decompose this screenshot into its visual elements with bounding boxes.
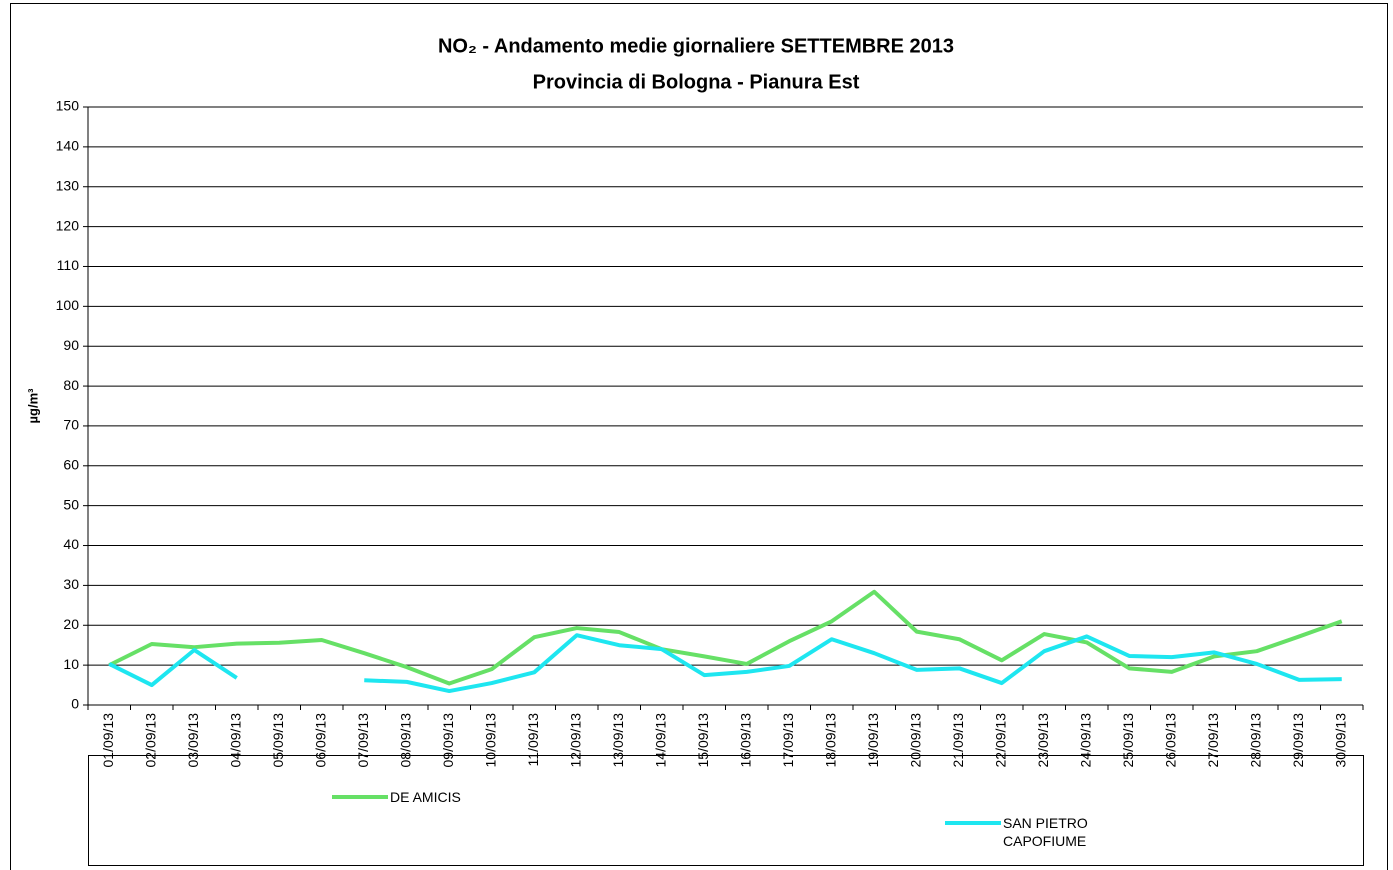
y-tick-label: 80: [63, 377, 79, 393]
x-tick-label: 17/09/13: [780, 713, 796, 768]
x-tick-label: 03/09/13: [185, 713, 201, 768]
y-tick-label: 20: [63, 616, 79, 632]
x-tick-label: 08/09/13: [397, 713, 413, 768]
x-tick-label: 29/09/13: [1290, 713, 1306, 768]
x-tick-label: 07/09/13: [355, 713, 371, 768]
x-tick-label: 28/09/13: [1247, 713, 1263, 768]
x-tick-label: 12/09/13: [567, 713, 583, 768]
y-tick-label: 70: [63, 417, 79, 433]
x-tick-label: 15/09/13: [695, 713, 711, 768]
x-tick-label: 11/09/13: [525, 713, 541, 767]
x-tick-label: 05/09/13: [270, 713, 286, 768]
x-tick-label: 10/09/13: [482, 713, 498, 768]
y-tick-label: 90: [63, 337, 79, 353]
x-tick-label: 20/09/13: [907, 713, 923, 768]
x-tick-label: 01/09/13: [100, 713, 116, 768]
y-tick-label: 10: [63, 656, 79, 672]
legend-box: [88, 755, 1364, 866]
legend-label: SAN PIETRO CAPOFIUME: [1003, 815, 1088, 849]
x-tick-label: 16/09/13: [737, 713, 753, 768]
y-tick-label: 40: [63, 536, 79, 552]
series-line: [108, 589, 1343, 686]
y-tick-label: 120: [56, 217, 80, 233]
y-tick-label: 50: [63, 496, 79, 512]
y-axis-label: µg/m³: [25, 388, 40, 424]
x-tick-label: 25/09/13: [1120, 713, 1136, 768]
y-tick-label: 150: [56, 98, 80, 114]
chart-frame: [10, 3, 1388, 870]
x-tick-label: 22/09/13: [992, 713, 1008, 768]
x-tick-label: 13/09/13: [610, 713, 626, 768]
x-tick-label: 26/09/13: [1162, 713, 1178, 768]
x-tick-label: 19/09/13: [865, 713, 881, 768]
series-line: [108, 633, 1342, 694]
x-tick-label: 04/09/13: [227, 713, 243, 768]
y-tick-label: 110: [57, 257, 80, 273]
y-tick-label: 0: [71, 696, 79, 712]
x-tick-label: 09/09/13: [440, 713, 456, 768]
chart-subtitle: Provincia di Bologna - Pianura Est: [533, 71, 860, 93]
y-tick-label: 100: [56, 297, 80, 313]
x-tick-label: 27/09/13: [1205, 713, 1221, 768]
x-tick-label: 21/09/13: [950, 713, 966, 768]
y-tick-label: 140: [56, 138, 80, 154]
x-tick-label: 24/09/13: [1077, 713, 1093, 768]
x-tick-label: 02/09/13: [142, 713, 158, 768]
x-tick-label: 23/09/13: [1035, 713, 1051, 768]
y-tick-label: 130: [56, 177, 80, 193]
chart-title: NO₂ - Andamento medie giornaliere SETTEM…: [438, 35, 954, 57]
y-tick-label: 60: [63, 457, 79, 473]
x-tick-label: 14/09/13: [652, 713, 668, 768]
legend-label: DE AMICIS: [390, 789, 461, 805]
x-tick-label: 18/09/13: [822, 713, 838, 768]
x-tick-label: 30/09/13: [1332, 713, 1348, 768]
y-tick-label: 30: [63, 576, 79, 592]
x-tick-label: 06/09/13: [312, 713, 328, 768]
